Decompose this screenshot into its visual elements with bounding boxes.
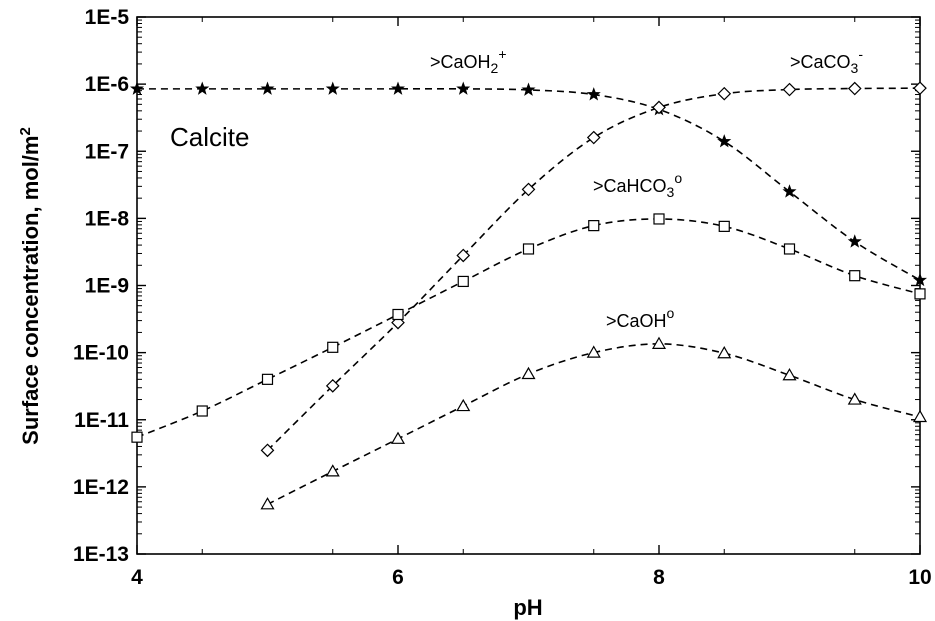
y-tick-label: 1E-8 (85, 207, 130, 230)
data-point-star (782, 184, 797, 198)
data-point-square (522, 243, 535, 255)
data-point-diamond (717, 86, 732, 101)
series-markers (129, 81, 928, 510)
data-point-triangle (651, 336, 667, 349)
y-axis-title-text: Surface concentration, mol/m (18, 136, 43, 445)
data-point-square (718, 220, 730, 232)
data-point-square (588, 220, 600, 232)
label-caco3-minus-sub: 3 (851, 60, 859, 76)
label-caoh2-plus-sup: + (498, 46, 506, 62)
y-axis-title-superscript: 2 (17, 127, 34, 135)
label-caoh2-plus-base: >CaOH (430, 52, 491, 72)
data-point-triangle (456, 398, 471, 412)
label-caoh-o-sup: o (667, 305, 675, 321)
y-tick-label: 1E-7 (85, 140, 129, 163)
label-caoh2-plus-sub: 2 (491, 60, 499, 76)
data-point-diamond (521, 182, 536, 197)
label-cahco3-o: >CaHCO3o (593, 170, 682, 200)
y-tick-label: 1E-5 (85, 6, 130, 29)
data-point-diamond (652, 100, 666, 115)
data-point-diamond (456, 248, 471, 263)
label-caco3-minus-sup: - (858, 46, 863, 62)
data-point-triangle (260, 497, 275, 510)
data-point-triangle (325, 464, 340, 477)
data-point-square (783, 243, 796, 255)
y-tick-label: 1E-6 (85, 73, 129, 96)
data-point-square (131, 431, 143, 443)
data-point-star (195, 81, 210, 95)
plot-frame (136, 16, 921, 555)
data-point-square (327, 341, 339, 353)
data-point-triangle (912, 409, 928, 423)
y-axis-title: Surface concentration, mol/m2 (17, 127, 43, 445)
data-point-diamond (913, 81, 927, 96)
y-tick-label: 1E-12 (73, 476, 129, 499)
label-cahco3-o-sub: 3 (667, 184, 675, 200)
data-point-star (456, 81, 471, 95)
data-point-diamond (586, 130, 601, 145)
label-caoh2-plus: >CaOH2+ (430, 46, 507, 76)
label-caoh-o: >CaOHo (606, 305, 675, 331)
x-tick-label: 4 (131, 566, 143, 589)
data-point-square (196, 405, 208, 417)
series-line-triangle (267, 343, 921, 506)
data-point-triangle (717, 346, 732, 359)
x-tick-label: 8 (653, 566, 665, 589)
x-axis-title: pH (513, 595, 542, 620)
series-line-diamond (266, 87, 921, 451)
y-tick-label: 1E-9 (85, 275, 129, 298)
data-point-triangle (782, 368, 797, 381)
data-point-diamond (325, 378, 340, 393)
data-point-triangle (847, 392, 862, 405)
data-point-diamond (260, 443, 275, 458)
data-point-star (390, 81, 406, 95)
y-tick-label: 1E-10 (73, 342, 129, 365)
data-point-star (912, 272, 928, 287)
y-tick-label: 1E-13 (73, 543, 129, 566)
data-point-square (914, 288, 926, 300)
data-point-star (325, 81, 340, 95)
x-tick-label: 6 (392, 566, 404, 589)
label-cahco3-o-sup: o (674, 170, 682, 186)
inset-label: Calcite (170, 122, 249, 152)
data-point-triangle (521, 366, 536, 380)
data-point-square (849, 270, 861, 282)
axis-ticks: 1E-13 1E-12 1E-11 1E-10 1E-9 1E-8 1E-7 1E-6 1E-5… (73, 6, 932, 589)
y-tick-label: 1E-11 (74, 409, 129, 432)
data-point-star (129, 81, 145, 95)
data-point-triangle (586, 345, 601, 358)
data-point-diamond (782, 82, 797, 97)
data-point-square (392, 308, 404, 321)
data-point-square (261, 373, 274, 385)
label-caco3-minus-base: >CaCO (790, 52, 851, 72)
label-caco3-minus: >CaCO3- (790, 46, 863, 76)
data-point-square (653, 213, 665, 225)
data-point-star (260, 81, 275, 95)
data-point-diamond (847, 81, 862, 96)
data-point-star (717, 134, 732, 148)
data-point-star (521, 82, 536, 96)
series-curves (136, 87, 921, 506)
x-tick-label: 10 (908, 566, 931, 589)
label-cahco3-o-base: >CaHCO (593, 176, 667, 196)
data-point-star (586, 87, 601, 101)
label-caoh-o-base: >CaOH (606, 311, 667, 331)
data-point-star (847, 234, 862, 248)
data-point-triangle (390, 431, 406, 444)
data-point-square (457, 275, 469, 288)
